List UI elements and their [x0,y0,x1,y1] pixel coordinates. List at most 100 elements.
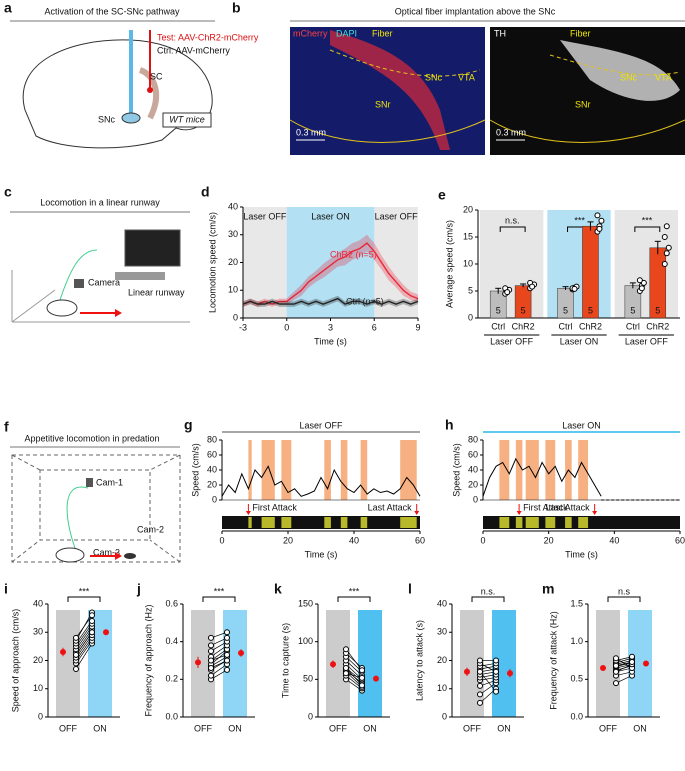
attack-label: Last Attack [368,502,413,512]
attack-label: Last Attack [546,502,591,512]
y-tick-label: 0 [233,312,238,322]
mean-marker [600,665,606,672]
category-label: Ctrl [491,321,505,331]
label: 0.3 mm [296,127,326,137]
mean-marker [195,659,201,666]
y-tick-label: 60 [207,449,217,459]
x-tick-label: 0 [284,322,289,332]
point [477,668,483,675]
label: Test: AAV-ChR2-mCherry [157,32,259,42]
panel-letter: a [4,0,12,16]
y-tick-label: 50 [303,674,313,684]
keyboard [115,272,165,280]
point [208,648,214,655]
y-tick-label: 40 [437,598,447,608]
panel-letter: i [4,581,8,597]
n-label: 5 [496,305,501,315]
label: WT mice [169,114,205,124]
fiber-cable [66,486,89,549]
y-tick-label: 0 [442,711,447,721]
label: DAPI [336,28,357,38]
point [529,283,536,290]
x-tick-label: ON [93,723,107,733]
category-label: Ctrl [559,321,573,331]
point [73,651,79,658]
x-tick-label: ON [497,723,511,733]
pair-line [75,615,93,639]
point [493,657,499,664]
sc-region [138,67,160,120]
point [208,642,214,649]
x-tick-label: ON [363,723,377,733]
panel-letter: g [184,417,193,433]
mean-marker [238,649,244,656]
n-label: 5 [655,305,660,315]
attack-band [324,440,331,500]
significance: *** [214,586,225,596]
x-tick-label: 6 [372,322,377,332]
y-tick-label: 40 [33,598,43,608]
y-tick-label: 30 [437,627,447,637]
pair-line [210,641,228,652]
panel-b: b Optical fiber implantation above the S… [232,0,685,155]
y-tick-label: 100 [298,636,313,646]
mean-marker [643,660,649,667]
x-tick-label: OFF [59,723,77,733]
attack-band [545,440,556,500]
y-tick-label: 10 [33,683,43,693]
outline [489,119,685,143]
y-axis-label: Speed of approach (cm/s) [10,609,20,713]
raster-attack [324,517,331,528]
point [571,285,578,292]
sig-bracket [499,226,526,232]
series-label: Ctrl (n=5) [346,296,384,306]
arrow-head [115,552,122,560]
x-tick-label: OFF [599,723,617,733]
y-tick-label: 20 [463,204,473,214]
label: SC [150,71,163,81]
panel-title: Locomotion in a linear runway [40,197,160,207]
panel-letter: f [4,419,9,435]
raster-attack [545,517,556,528]
n-label: 5 [521,305,526,315]
pair-line [479,663,497,673]
y-tick-label: 0.5 [570,674,583,684]
mean-marker [103,629,109,636]
y-tick-label: 60 [468,449,478,459]
n-label: 5 [630,305,635,315]
region-label: Laser ON [311,211,350,221]
camera [86,478,93,487]
laser-on-bg [286,207,375,318]
point [493,688,499,695]
x-tick-label: 9 [415,322,420,332]
series-line [242,297,419,305]
y-tick-label: 10 [463,258,473,268]
x-axis-label: Time (s) [305,549,338,559]
y-tick-label: 30 [228,229,238,239]
y-tick-label: 0 [38,711,43,721]
point [613,662,619,669]
prey [124,553,136,559]
x-tick-label: 0 [480,535,485,545]
panel-a: a Activation of the SC-SNc pathway Test:… [4,0,259,149]
point [208,634,214,641]
y-tick-label: 0 [468,312,473,322]
panel-letter: j [136,581,141,597]
y-tick-label: 80 [207,434,217,444]
panel-letter: m [542,581,554,597]
y-axis-label: Average speed (cm/s) [444,220,454,308]
attack-band [248,440,252,500]
point [224,651,230,658]
sig-bracket [634,226,661,232]
y-tick-label: 10 [228,285,238,295]
point [73,665,79,672]
series-line [242,242,419,305]
laser-label: Laser OFF [299,420,343,430]
point [665,244,672,251]
point [613,655,619,662]
attack-arrow-head [245,511,251,515]
raster-attack [525,517,539,528]
y-axis-label: Speed (cm/s) [190,443,200,497]
raster-attack [261,517,275,528]
